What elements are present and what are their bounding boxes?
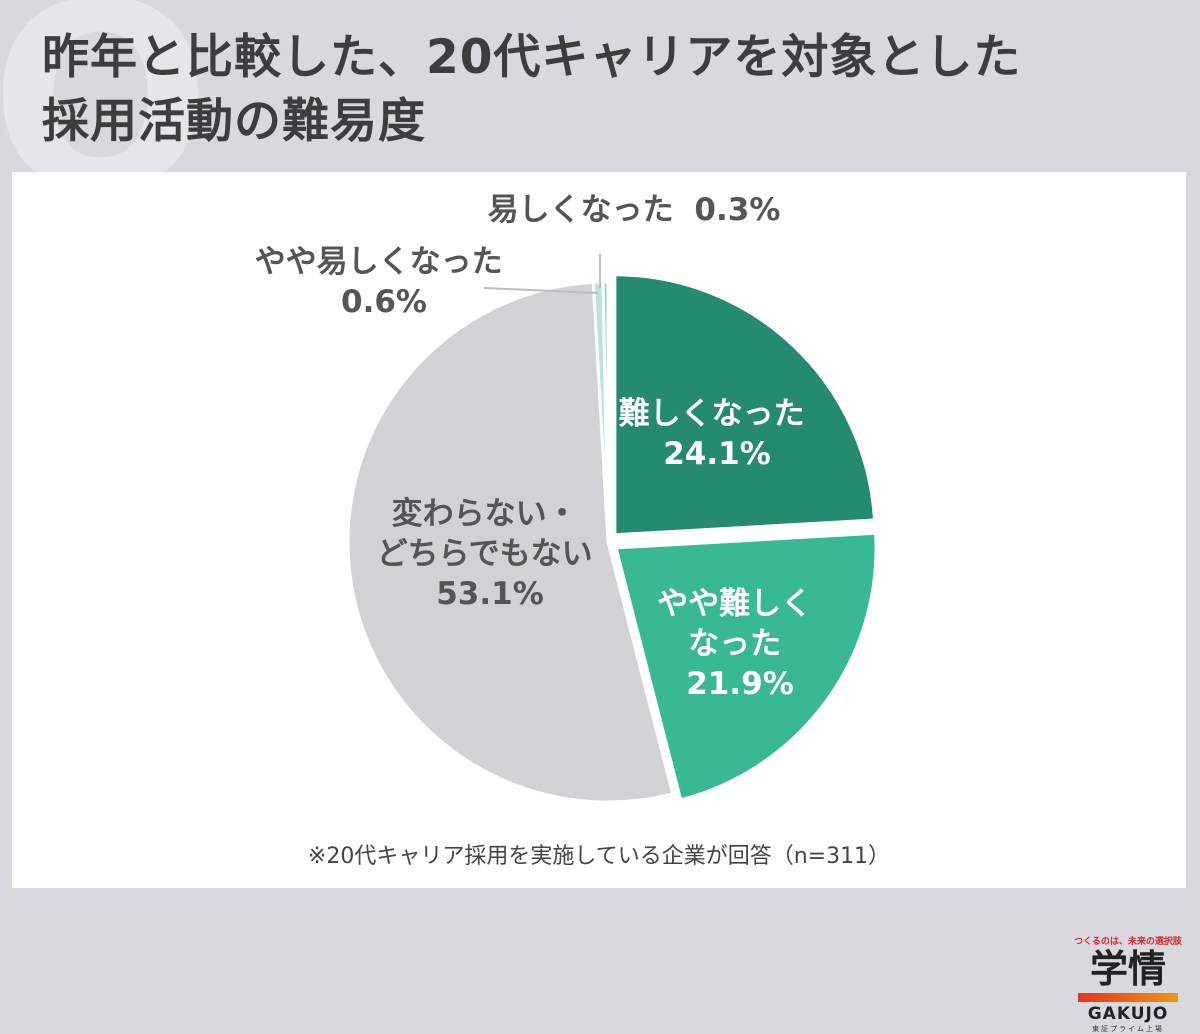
pie-slices (346, 273, 878, 804)
footnote: ※20代キャリア採用を実施している企業が回答（n=311） (307, 844, 891, 869)
leader-lines (483, 254, 601, 294)
title-line-1: 昨年と比較した、20代キャリアを対象とした (42, 30, 1022, 85)
label-harder-value: 24.1% (663, 436, 771, 472)
pie-slice-slightly-harder (614, 531, 878, 802)
chart-card: 難しくなった 24.1% やや難しく なった 21.9% 変わらない・ どちらで… (12, 172, 1186, 1033)
label-no-change-value: 53.1% (436, 576, 544, 612)
label-slightly-harder-name-2: なった (688, 626, 781, 662)
label-slightly-harder-name-1: やや難しく (657, 586, 812, 622)
logo-tagline: つくるのは、未来の選択肢 (1074, 937, 1182, 947)
title-line-2: 採用活動の難易度 (42, 94, 426, 149)
logo-bar (1078, 993, 1178, 1002)
pie-slice-harder (613, 273, 877, 537)
label-slightly-harder-value: 21.9% (686, 666, 794, 702)
label-no-change-name-2: どちらでもない (377, 536, 593, 572)
logo-name-jp: 学情 (1089, 947, 1166, 991)
leader-line-slightly-easier (483, 287, 599, 294)
label-slightly-harder: やや難しく なった 21.9% (657, 586, 823, 702)
label-slightly-easier-value: 0.6% (341, 284, 427, 320)
gakujo-logo: つくるのは、未来の選択肢 学情 GAKUJO 東証プライム上場 (1072, 934, 1184, 1034)
label-easier-value: 0.3% (694, 192, 780, 228)
label-slightly-easier-name: やや易しくなった (255, 244, 503, 280)
logo-sub: 東証プライム上場 (1092, 1025, 1164, 1033)
label-no-change-name-1: 変わらない・ (392, 496, 578, 532)
label-easier-name: 易しくなった (488, 192, 674, 228)
label-slightly-easier: やや易しくなった 0.6% (255, 244, 514, 320)
logo-name-en: GAKUJO (1087, 1004, 1169, 1024)
label-harder: 難しくなった 24.1% (619, 396, 816, 472)
pie-slice-no-change (346, 280, 675, 804)
page-title: 昨年と比較した、20代キャリアを対象とした 採用活動の難易度 (42, 26, 1172, 154)
label-easier: 易しくなった 0.3% (488, 192, 781, 228)
label-no-change: 変わらない・ どちらでもない 53.1% (377, 496, 604, 612)
label-harder-name: 難しくなった (619, 396, 805, 432)
pie-slice-easier (601, 280, 610, 543)
pie-chart: 難しくなった 24.1% やや難しく なった 21.9% 変わらない・ どちらで… (255, 192, 878, 804)
